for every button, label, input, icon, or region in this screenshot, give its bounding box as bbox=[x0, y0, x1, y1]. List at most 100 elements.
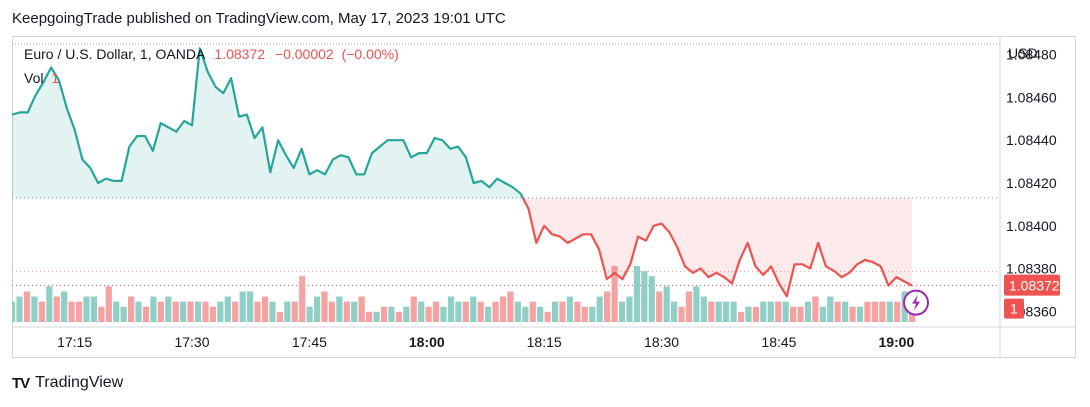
currency-label: USD bbox=[1008, 45, 1038, 61]
volume-bar bbox=[492, 301, 499, 322]
last-volume-badge bbox=[1004, 298, 1024, 319]
volume-bar bbox=[864, 301, 871, 322]
volume-bar bbox=[700, 296, 707, 322]
volume-bar bbox=[611, 266, 618, 322]
publisher-header: KeepgoingTrade published on TradingView.… bbox=[12, 10, 506, 27]
volume-bar bbox=[328, 301, 336, 322]
volume-bar bbox=[737, 311, 745, 322]
x-tick-label: 18:15 bbox=[527, 334, 562, 350]
price-chart[interactable]: USD1.083601.083801.084001.084201.084401.… bbox=[12, 36, 1076, 358]
volume-bar bbox=[477, 301, 484, 322]
volume-bar bbox=[470, 296, 477, 322]
volume-bar bbox=[291, 301, 298, 322]
series-legend[interactable]: Euro / U.S. Dollar, 1, OANDA 1.08372 −0.… bbox=[24, 46, 399, 62]
volume-bar bbox=[574, 301, 581, 322]
volume-bar bbox=[626, 296, 633, 322]
volume-bar bbox=[797, 306, 804, 322]
volume-bar bbox=[440, 306, 447, 322]
volume-bar bbox=[142, 306, 150, 322]
volume-bar bbox=[819, 306, 826, 322]
volume-bar bbox=[812, 296, 819, 322]
lightning-bolt-shape bbox=[912, 294, 920, 311]
volume-bar bbox=[849, 306, 856, 322]
volume-bar bbox=[38, 301, 45, 322]
volume-bar bbox=[276, 311, 283, 322]
volume-bar bbox=[128, 296, 135, 322]
x-tick-label: 17:45 bbox=[292, 334, 327, 350]
y-tick-label: 1.08400 bbox=[1006, 218, 1057, 234]
volume-bar bbox=[373, 311, 380, 322]
volume-bar bbox=[53, 296, 60, 322]
volume-bar bbox=[856, 306, 864, 322]
volume-bar bbox=[366, 311, 373, 322]
volume-bars bbox=[12, 266, 916, 322]
volume-bar bbox=[247, 291, 254, 322]
volume-bar bbox=[886, 301, 893, 322]
price-change-pct: (−0.00%) bbox=[341, 46, 399, 62]
volume-bar bbox=[224, 296, 231, 322]
volume-bar bbox=[432, 301, 440, 322]
volume-bar bbox=[663, 286, 670, 322]
y-tick-label: 1.08380 bbox=[1006, 261, 1057, 277]
last-price-value: 1.08372 bbox=[214, 46, 266, 62]
line-below-baseline bbox=[521, 197, 913, 298]
y-tick-label: 1.08480 bbox=[1006, 47, 1057, 63]
volume-bar bbox=[462, 301, 469, 322]
volume-bar bbox=[336, 296, 343, 322]
volume-bar bbox=[254, 301, 261, 322]
volume-bar bbox=[75, 301, 83, 322]
area-below-baseline bbox=[522, 198, 912, 297]
volume-bar bbox=[410, 296, 417, 322]
volume-bar bbox=[678, 306, 685, 322]
volume-bar bbox=[113, 301, 120, 322]
volume-bar bbox=[120, 306, 127, 322]
y-tick-label: 1.08460 bbox=[1006, 89, 1057, 105]
volume-bar bbox=[589, 306, 596, 322]
volume-bar bbox=[217, 301, 224, 322]
volume-bar bbox=[804, 301, 812, 322]
volume-bar bbox=[522, 306, 529, 322]
volume-bar bbox=[172, 301, 179, 322]
volume-bar bbox=[447, 296, 455, 322]
volume-bar bbox=[723, 301, 730, 322]
volume-bar bbox=[760, 301, 767, 322]
x-tick-label: 17:30 bbox=[174, 334, 209, 350]
volume-bar bbox=[596, 296, 603, 322]
volume-bar bbox=[321, 291, 328, 322]
volume-bar bbox=[418, 301, 425, 322]
volume-bar bbox=[752, 306, 760, 322]
volume-bar bbox=[827, 296, 834, 322]
area-above-baseline bbox=[12, 48, 523, 198]
volume-bar bbox=[261, 296, 269, 322]
volume-bar bbox=[284, 301, 291, 322]
volume-bar bbox=[358, 296, 365, 322]
markers: 1.08372 1 bbox=[903, 274, 1060, 319]
volume-bar bbox=[648, 276, 655, 322]
volume-bar bbox=[388, 306, 395, 322]
volume-bar bbox=[90, 296, 98, 322]
volume-bar bbox=[395, 311, 402, 322]
volume-bar bbox=[633, 266, 640, 322]
volume-bar bbox=[351, 301, 358, 322]
volume-bar bbox=[180, 301, 187, 322]
volume-bar bbox=[581, 306, 588, 322]
volume-bar bbox=[306, 306, 313, 322]
volume-legend[interactable]: Vol 1 bbox=[24, 70, 59, 86]
volume-bar bbox=[730, 301, 737, 322]
volume-bar bbox=[641, 271, 648, 322]
volume-bar bbox=[187, 301, 194, 322]
x-tick-label: 17:15 bbox=[57, 334, 92, 350]
last-price-badge-label: 1.08372 bbox=[1009, 278, 1060, 294]
volume-bar bbox=[232, 301, 239, 322]
volume-bar bbox=[46, 286, 53, 322]
volume-bar bbox=[313, 296, 321, 322]
volume-bar bbox=[529, 301, 536, 322]
volume-bar bbox=[559, 301, 566, 322]
x-tick-label: 18:00 bbox=[409, 334, 445, 350]
volume-bar bbox=[68, 301, 75, 322]
tradingview-logo-icon: TV bbox=[12, 374, 30, 392]
volume-bar bbox=[105, 286, 112, 322]
volume-bar bbox=[879, 301, 886, 322]
volume-bar bbox=[782, 301, 789, 322]
volume-bar bbox=[98, 306, 105, 322]
